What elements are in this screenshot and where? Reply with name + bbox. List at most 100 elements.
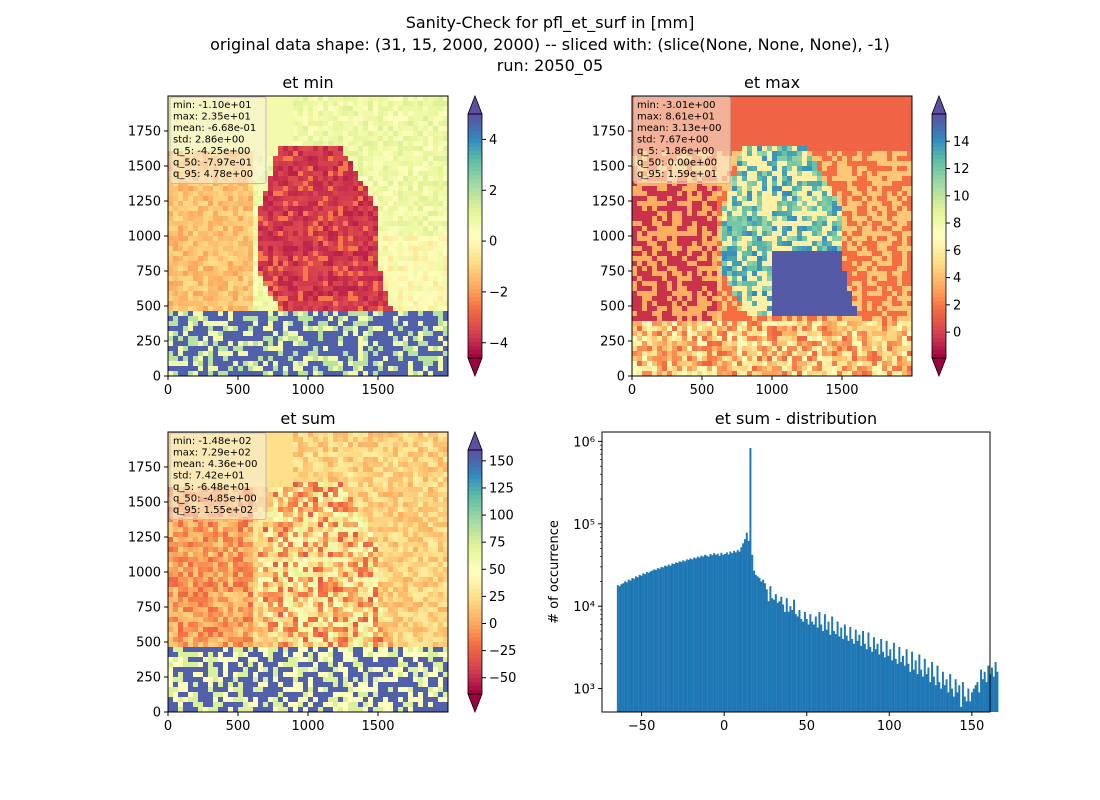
heatmap-cell — [777, 296, 783, 302]
heatmap-cell — [438, 226, 444, 232]
heatmap-cell — [712, 271, 718, 277]
heatmap-cell — [752, 341, 758, 347]
heatmap-cell — [223, 211, 229, 217]
heatmap-cell — [642, 336, 648, 342]
heatmap-cell — [333, 286, 339, 292]
heatmap-cell — [308, 156, 314, 162]
heatmap-cell — [697, 191, 703, 197]
heatmap-cell — [198, 356, 204, 362]
heatmap-cell — [712, 301, 718, 307]
heatmap-cell — [348, 116, 354, 122]
heatmap-cell — [737, 281, 743, 287]
heatmap-cell — [737, 216, 743, 222]
heatmap-cell — [183, 321, 189, 327]
colorbar-tick-label: 0 — [489, 235, 497, 250]
y-tick-label: 250 — [136, 335, 161, 350]
heatmap-cell — [313, 111, 319, 117]
heatmap-cell — [288, 206, 294, 212]
heatmap-cell — [662, 261, 668, 267]
heatmap-cell — [283, 151, 289, 157]
heatmap-cell — [737, 171, 743, 177]
heatmap-cell — [433, 126, 439, 132]
heatmap-cell — [373, 116, 379, 122]
heatmap-cell — [378, 291, 384, 297]
heatmap-cell — [433, 326, 439, 332]
heatmap-cell — [642, 346, 648, 352]
heatmap-cell — [637, 221, 643, 227]
heatmap-cell — [298, 201, 304, 207]
heatmap-cell — [652, 216, 658, 222]
heatmap-cell — [358, 141, 364, 147]
heatmap-cell — [677, 316, 683, 322]
heatmap-cell — [293, 336, 299, 342]
heatmap-cell — [283, 331, 289, 337]
colorbar-step — [468, 333, 482, 339]
heatmap-cell — [173, 236, 179, 242]
heatmap-cell — [198, 361, 204, 367]
heatmap-cell — [203, 276, 209, 282]
heatmap-cell — [737, 136, 743, 142]
heatmap-cell — [353, 241, 359, 247]
heatmap-cell — [323, 216, 329, 222]
heatmap-cell — [183, 236, 189, 242]
heatmap-cell — [323, 336, 329, 342]
heatmap-cell — [428, 356, 434, 362]
heatmap-cell — [173, 266, 179, 272]
heatmap-cell — [318, 231, 324, 237]
heatmap-cell — [248, 226, 254, 232]
heatmap-cell — [697, 231, 703, 237]
heatmap-cell — [368, 121, 374, 127]
heatmap-cell — [667, 306, 673, 312]
heatmap-cell — [408, 371, 414, 377]
heatmap-cell — [657, 306, 663, 312]
heatmap-cell — [727, 371, 733, 377]
heatmap-cell — [283, 371, 289, 377]
heatmap-cell — [198, 266, 204, 272]
heatmap-cell — [687, 306, 693, 312]
heatmap-cell — [757, 321, 763, 327]
heatmap-cell — [253, 281, 259, 287]
heatmap-cell — [697, 236, 703, 242]
heatmap-cell — [243, 341, 249, 347]
heatmap-cell — [752, 326, 758, 332]
heatmap-cell — [193, 276, 199, 282]
heatmap-cell — [178, 331, 184, 337]
heatmap-cell — [712, 201, 718, 207]
heatmap-cell — [183, 261, 189, 267]
heatmap-cell — [677, 186, 683, 192]
heatmap-cell — [323, 171, 329, 177]
heatmap-cell — [732, 291, 738, 297]
heatmap-cell — [707, 246, 713, 252]
heatmap-cell — [243, 241, 249, 247]
heatmap-cell — [787, 106, 793, 112]
heatmap-cell — [682, 231, 688, 237]
heatmap-cell — [652, 251, 658, 257]
heatmap-cell — [752, 296, 758, 302]
heatmap-cell — [787, 151, 793, 157]
y-tick-label: 0 — [153, 370, 161, 385]
heatmap-cell — [248, 261, 254, 267]
heatmap-cell — [343, 241, 349, 247]
heatmap-cell — [677, 346, 683, 352]
heatmap-cell — [777, 161, 783, 167]
heatmap-cell — [273, 331, 279, 337]
heatmap-cell — [283, 241, 289, 247]
heatmap-cell — [722, 306, 728, 312]
heatmap-cell — [433, 181, 439, 187]
heatmap-cell — [732, 286, 738, 292]
heatmap-cell — [398, 146, 404, 152]
heatmap-cell — [767, 346, 773, 352]
heatmap-cell — [328, 161, 334, 167]
heatmap-cell — [647, 271, 653, 277]
heatmap-cell — [313, 206, 319, 212]
heatmap-cell — [313, 186, 319, 192]
heatmap-cell — [742, 286, 748, 292]
heatmap-cell — [757, 351, 763, 357]
stats-line: max: 2.35e+01 — [173, 112, 251, 123]
heatmap-cell — [697, 291, 703, 297]
heatmap-cell — [363, 301, 369, 307]
colorbar-step — [468, 317, 482, 322]
heatmap-cell — [393, 106, 399, 112]
heatmap-cell — [757, 106, 763, 112]
heatmap-cell — [328, 356, 334, 362]
